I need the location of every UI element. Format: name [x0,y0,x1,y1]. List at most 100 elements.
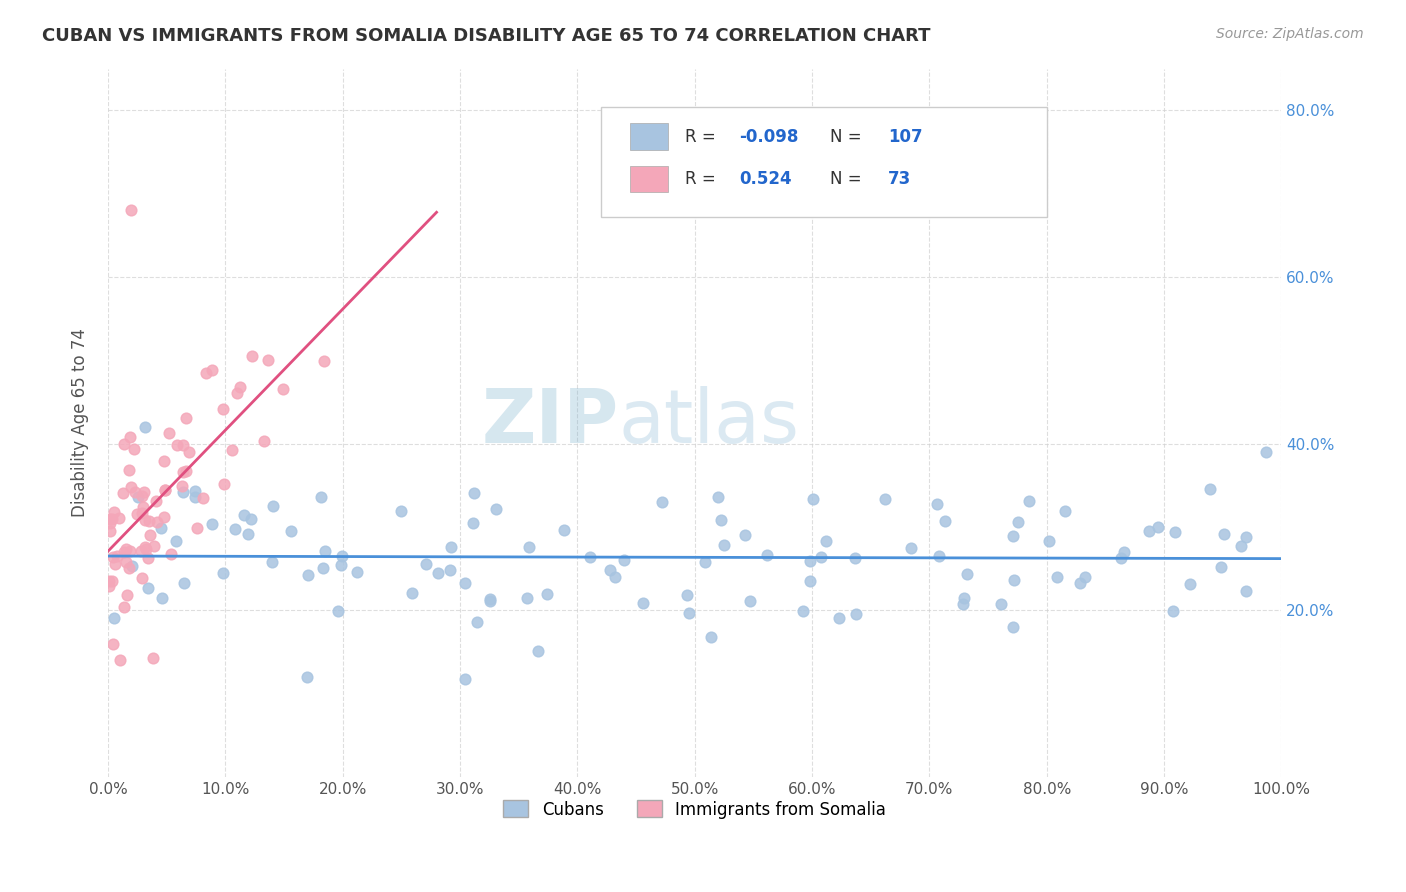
Point [1045,570,1067,584]
Point [98,524,121,539]
Point [1018,493,1040,508]
Point [221,442,243,457]
Point [211,401,233,416]
Point [297,567,319,582]
Text: -0.098: -0.098 [740,128,799,145]
Point [131,489,153,503]
Point [828,611,851,625]
Point [934,514,956,528]
Point [146,515,169,529]
Point [465,615,488,629]
Point [330,549,353,563]
Point [426,566,449,580]
Point [172,485,194,500]
Point [97,574,120,588]
Point [142,539,165,553]
Point [755,548,778,562]
Point [956,566,979,581]
FancyBboxPatch shape [630,166,668,193]
Point [578,549,600,564]
Point [118,561,141,575]
Point [1234,583,1257,598]
Point [121,559,143,574]
Point [927,497,949,511]
Text: 0.524: 0.524 [740,170,792,188]
Point [101,550,124,565]
Point [799,574,821,589]
Point [271,382,294,396]
Point [145,493,167,508]
Point [389,504,412,518]
Point [1211,560,1233,574]
Point [201,516,224,531]
Point [238,527,260,541]
Point [120,430,142,444]
Point [100,516,122,530]
Point [262,500,284,514]
Point [118,463,141,477]
Point [103,611,125,625]
Point [174,411,197,425]
Point [179,444,201,458]
Point [1137,524,1160,539]
Point [120,480,142,494]
Point [439,563,461,577]
Point [115,541,138,556]
Point [676,589,699,603]
Point [131,571,153,585]
Point [990,597,1012,611]
Point [792,604,814,618]
Point [111,486,134,500]
Point [195,367,218,381]
Point [242,350,264,364]
Point [1230,539,1253,553]
Point [553,523,575,537]
Point [101,574,124,588]
Point [707,490,730,504]
Point [314,354,336,368]
Point [810,550,832,565]
Point [738,594,761,608]
Point [165,534,187,549]
Point [953,591,976,606]
Point [517,541,540,555]
Point [252,434,274,449]
Point [875,492,897,507]
Text: 73: 73 [889,170,911,188]
Point [224,522,246,536]
Point [98,578,121,592]
Point [229,379,252,393]
Point [401,586,423,600]
Point [700,630,723,644]
Point [256,353,278,368]
Point [118,544,141,558]
Point [463,485,485,500]
Point [184,491,207,505]
Point [184,483,207,498]
Point [101,637,124,651]
Point [120,203,142,218]
Text: 107: 107 [889,128,922,145]
Point [1074,570,1097,584]
Point [117,588,139,602]
Point [104,557,127,571]
Point [461,516,484,531]
Point [454,672,477,686]
Point [172,478,194,492]
Point [314,544,336,558]
Point [845,607,868,622]
Point [153,454,176,468]
Point [191,491,214,505]
Point [326,604,349,618]
Point [1178,577,1201,591]
Point [1001,529,1024,543]
Text: N =: N = [830,170,866,188]
Text: R =: R = [685,170,721,188]
Point [454,576,477,591]
Point [1234,530,1257,544]
Point [152,591,174,606]
Point [613,552,636,566]
Point [952,597,974,611]
Point [693,555,716,569]
Point [297,670,319,684]
